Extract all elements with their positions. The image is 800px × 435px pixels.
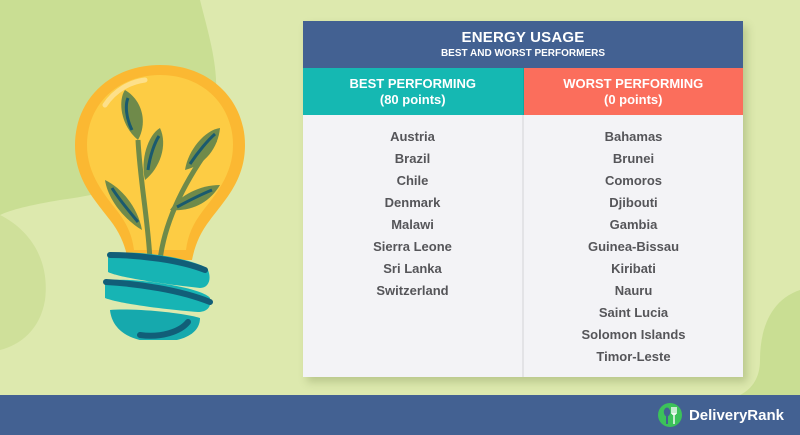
list-item: Denmark <box>384 195 441 210</box>
best-performing-header: BEST PERFORMING (80 points) <box>303 68 524 115</box>
list-item: Guinea-Bissau <box>587 239 680 254</box>
table-header: ENERGY USAGE BEST AND WORST PERFORMERS <box>303 21 743 68</box>
list-item: Brazil <box>394 151 431 166</box>
list-item: Brunei <box>612 151 655 166</box>
list-item: Saint Lucia <box>598 305 669 320</box>
brand-name: DeliveryRank <box>688 406 784 424</box>
table-subtitle: BEST AND WORST PERFORMERS <box>440 47 606 59</box>
list-item: Nauru <box>614 283 653 298</box>
worst-performing-list: Bahamas Brunei Comoros Djibouti Gambia G… <box>524 115 743 377</box>
best-performing-label: BEST PERFORMING <box>349 75 476 91</box>
best-performing-points: (80 points) <box>379 91 446 107</box>
worst-performing-label: WORST PERFORMING <box>563 75 704 91</box>
list-item: Comoros <box>604 173 663 188</box>
list-item: Malawi <box>391 217 434 232</box>
list-item: Timor-Leste <box>596 349 671 364</box>
list-item: Switzerland <box>376 283 449 298</box>
best-performing-list: Austria Brazil Chile Denmark Malawi Sier… <box>303 115 524 377</box>
energy-usage-table: ENERGY USAGE BEST AND WORST PERFORMERS B… <box>303 21 743 377</box>
worst-performing-header: WORST PERFORMING (0 points) <box>523 68 743 115</box>
list-item: Sierra Leone <box>373 239 452 254</box>
list-item: Gambia <box>609 217 658 232</box>
table-body: Austria Brazil Chile Denmark Malawi Sier… <box>303 115 743 377</box>
delivery-rank-logo-icon <box>657 403 682 427</box>
list-item: Chile <box>396 173 429 188</box>
list-item: Solomon Islands <box>581 327 686 342</box>
list-item: Kiribati <box>611 261 656 276</box>
list-item: Austria <box>390 129 435 144</box>
table-title: ENERGY USAGE <box>461 28 585 46</box>
background-shape-right <box>740 290 800 395</box>
worst-performing-points: (0 points) <box>604 91 663 107</box>
list-item: Sri Lanka <box>383 261 442 276</box>
brand-logo[interactable]: DeliveryRank <box>657 402 784 428</box>
list-item: Djibouti <box>609 195 658 210</box>
column-headers: BEST PERFORMING (80 points) WORST PERFOR… <box>303 68 743 115</box>
footer-bar: DeliveryRank <box>0 395 800 435</box>
lightbulb-plant-icon <box>75 65 245 340</box>
list-item: Bahamas <box>604 129 663 144</box>
